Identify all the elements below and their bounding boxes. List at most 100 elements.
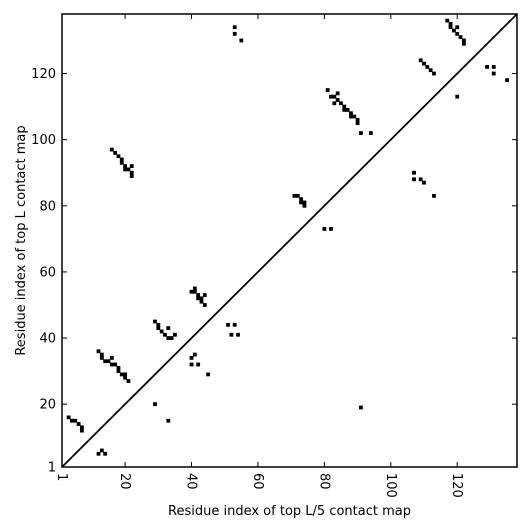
contact-point <box>113 362 118 367</box>
contact-point <box>299 200 304 205</box>
contact-point <box>70 418 74 423</box>
contact-point <box>448 22 453 26</box>
contact-point <box>412 177 416 182</box>
contact-point <box>76 422 81 426</box>
contact-point <box>116 154 121 159</box>
y-tick-label: 100 <box>31 133 56 148</box>
x-tick-label: 20 <box>117 473 132 490</box>
contact-point <box>166 326 171 331</box>
x-tick-label: 80 <box>316 473 331 490</box>
contact-point <box>126 379 131 383</box>
contact-point <box>368 131 373 135</box>
contact-points <box>66 18 509 456</box>
contact-point <box>332 101 337 106</box>
contact-point <box>302 200 307 205</box>
contact-point <box>485 65 490 69</box>
contact-point <box>99 355 104 360</box>
contact-point <box>113 150 118 155</box>
contact-point <box>448 25 453 30</box>
contact-point <box>505 78 509 83</box>
y-axis-label: Residue index of top L contact map <box>14 125 29 355</box>
y-tick-label: 40 <box>39 332 56 347</box>
contact-point <box>342 107 347 112</box>
contact-point <box>129 174 134 178</box>
contact-point <box>232 31 237 36</box>
contact-point <box>99 448 104 453</box>
contact-point <box>332 94 337 99</box>
contact-point <box>80 428 84 433</box>
contact-point <box>173 332 177 337</box>
contact-point <box>96 349 101 354</box>
contact-point <box>109 147 114 152</box>
plot-frame <box>61 13 518 468</box>
contact-point <box>129 164 134 169</box>
contact-point <box>99 352 104 357</box>
contact-point <box>349 111 353 116</box>
contact-point <box>109 362 114 367</box>
contact-point <box>461 41 466 46</box>
contact-point <box>202 303 207 307</box>
contact-point <box>339 101 343 106</box>
contact-point <box>232 322 237 327</box>
contact-point <box>66 415 71 420</box>
contact-point <box>428 68 433 73</box>
contact-point <box>119 160 124 165</box>
contact-point <box>156 322 161 327</box>
contact-point <box>189 355 194 360</box>
y-tick-label: 1 <box>48 461 56 476</box>
x-tick-label: 120 <box>449 473 464 498</box>
diagonal-line <box>61 13 518 468</box>
contact-point <box>491 65 496 69</box>
y-tick-label: 20 <box>39 398 56 413</box>
contact-point <box>80 425 84 430</box>
contact-point <box>349 114 353 119</box>
contact-point <box>325 88 330 92</box>
contact-point <box>196 362 201 367</box>
contact-point <box>119 372 124 377</box>
y-tick-label: 80 <box>39 199 56 214</box>
contact-point <box>166 336 171 340</box>
y-tick-label: 120 <box>31 67 56 82</box>
contact-point <box>422 180 426 185</box>
contact-point <box>129 170 134 175</box>
contact-point <box>189 362 194 367</box>
contact-point <box>345 107 350 112</box>
contact-point <box>226 322 230 327</box>
contact-point <box>322 227 327 231</box>
contact-point <box>126 167 131 172</box>
contact-point <box>352 114 357 119</box>
contact-point <box>96 451 101 456</box>
contact-point <box>451 28 456 33</box>
contact-point <box>196 296 201 301</box>
contact-point <box>335 91 340 96</box>
contact-point <box>355 121 360 126</box>
contact-point <box>119 157 124 162</box>
contact-point <box>329 227 333 231</box>
contact-point <box>202 293 207 297</box>
contact-point <box>123 167 128 172</box>
contact-point <box>432 71 436 76</box>
contact-point <box>455 25 460 30</box>
contact-point <box>103 451 108 456</box>
contact-point <box>358 405 363 410</box>
contact-point <box>418 177 423 182</box>
contact-point <box>199 296 204 301</box>
contact-point <box>192 352 197 357</box>
contact-point <box>123 164 128 169</box>
contact-point <box>455 31 460 36</box>
contact-point <box>189 289 194 294</box>
contact-point <box>106 359 111 364</box>
contact-point <box>458 35 463 40</box>
contact-point <box>491 71 496 76</box>
contact-point <box>229 332 234 337</box>
contact-point <box>103 359 108 364</box>
contact-point <box>335 98 340 102</box>
contact-point <box>342 104 347 109</box>
contact-point <box>109 355 114 360</box>
contact-point <box>206 372 211 377</box>
contact-point <box>422 61 426 66</box>
x-tick-label: 60 <box>250 473 265 490</box>
contact-point <box>418 58 423 63</box>
